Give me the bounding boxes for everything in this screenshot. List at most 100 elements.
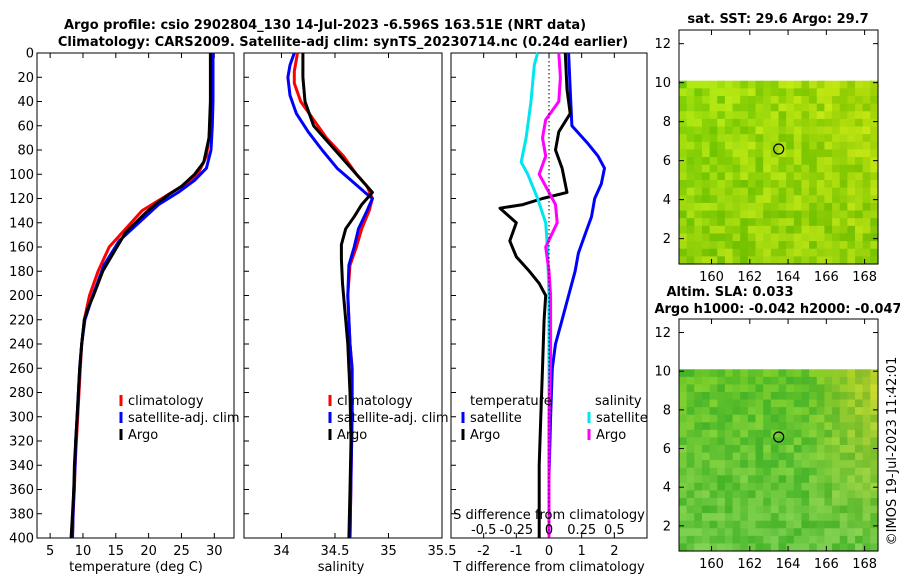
field-cell <box>732 497 741 507</box>
field-cell <box>709 520 718 529</box>
field-cell <box>824 103 833 112</box>
difference-panel: -2 -1 0 1 2 -0.5 -0.25 0 0.25 0.5 <box>450 52 648 559</box>
field-cell <box>701 505 711 514</box>
field-cell <box>809 195 818 204</box>
field-cell <box>801 157 810 166</box>
field-cell <box>755 179 764 189</box>
field-cell <box>686 460 695 469</box>
field-cell <box>786 103 795 112</box>
field-cell <box>809 88 818 97</box>
field-cell <box>701 535 711 545</box>
field-cell <box>855 111 864 120</box>
field-cell <box>763 460 772 469</box>
field-cell <box>763 103 772 112</box>
field-cell <box>701 80 711 89</box>
field-cell <box>709 164 718 173</box>
field-cell <box>755 202 764 212</box>
field-cell <box>793 505 803 514</box>
field-cell <box>809 535 818 545</box>
field-cell <box>839 437 848 446</box>
field-cell <box>824 467 833 476</box>
field-cell <box>701 429 711 439</box>
field-cell <box>740 225 749 235</box>
field-cell <box>855 543 864 552</box>
field-cell <box>862 414 871 423</box>
depth-tick-label: 140 <box>9 216 34 231</box>
field-cell <box>809 528 818 537</box>
field-cell <box>855 528 864 537</box>
field-cell <box>839 422 848 431</box>
field-cell <box>832 460 841 469</box>
field-cell <box>679 452 688 461</box>
field-cell <box>870 118 879 128</box>
field-cell <box>740 384 749 393</box>
field-cell <box>755 490 764 499</box>
field-cell <box>770 467 780 476</box>
legend-t-satellite-label: satellite <box>470 411 522 426</box>
field-cell <box>763 467 772 476</box>
field-cell <box>870 444 879 454</box>
field-cell <box>847 118 856 128</box>
field-cell <box>824 407 833 416</box>
field-cell <box>809 225 818 235</box>
field-cell <box>816 103 826 112</box>
field-cell <box>816 157 826 166</box>
field-cell <box>793 126 803 135</box>
field-cell <box>855 482 864 492</box>
field-cell <box>801 141 810 151</box>
field-cell <box>816 248 826 257</box>
field-cell <box>870 202 879 212</box>
field-cell <box>847 437 856 446</box>
field-cell <box>694 482 703 492</box>
field-cell <box>786 505 795 514</box>
field-cell <box>724 497 734 507</box>
field-cell <box>870 210 879 219</box>
field-cell <box>740 490 749 499</box>
field-cell <box>862 460 871 469</box>
field-cell <box>747 520 757 529</box>
field-cell <box>717 444 726 454</box>
field-cell <box>694 141 703 151</box>
field-cell <box>839 179 848 189</box>
field-cell <box>855 95 864 105</box>
field-cell <box>801 103 810 112</box>
field-cell <box>793 187 803 196</box>
field-cell <box>793 475 803 484</box>
field-cell <box>824 141 833 151</box>
field-cell <box>709 429 718 439</box>
field-cell <box>770 88 780 97</box>
field-cell <box>740 157 749 166</box>
field-cell <box>793 460 803 469</box>
field-cell <box>847 202 856 212</box>
field-cell <box>679 95 688 105</box>
field-cell <box>839 452 848 461</box>
field-cell <box>694 376 703 386</box>
x-tick-label: 168 <box>852 557 877 572</box>
field-cell <box>824 369 833 378</box>
field-cell <box>717 384 726 393</box>
field-cell <box>832 475 841 484</box>
legend-climatology-label: climatology <box>337 394 413 409</box>
field-cell <box>747 157 757 166</box>
field-cell <box>694 475 703 484</box>
field-cell <box>770 126 780 135</box>
field-cell <box>755 528 764 537</box>
field-cell <box>755 429 764 439</box>
field-cell <box>679 460 688 469</box>
field-cell <box>855 497 864 507</box>
secondary-x-tick-label: -0.25 <box>500 523 534 538</box>
field-cell <box>763 80 772 89</box>
field-cell <box>832 497 841 507</box>
field-cell <box>832 202 841 212</box>
field-cell <box>801 111 810 120</box>
field-cell <box>755 95 764 105</box>
field-cell <box>732 225 741 235</box>
field-cell <box>862 187 871 196</box>
field-cell <box>809 233 818 242</box>
field-cell <box>847 490 856 499</box>
field-cell <box>717 482 726 492</box>
field-cell <box>763 422 772 431</box>
field-cell <box>686 505 695 514</box>
field-cell <box>778 475 787 484</box>
field-cell <box>686 475 695 484</box>
